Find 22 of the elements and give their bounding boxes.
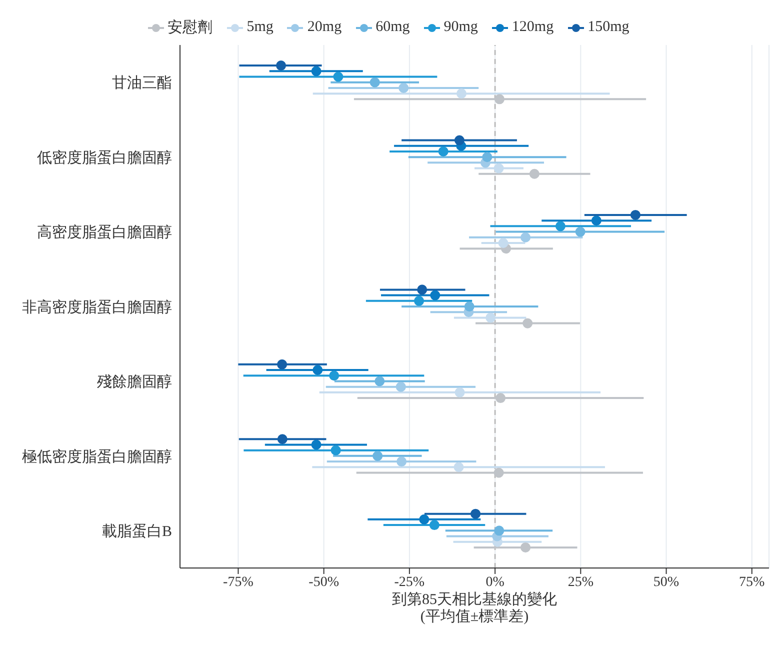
y-tick-label: 極低密度脂蛋白膽固醇 bbox=[22, 448, 172, 466]
x-tick-label: 25% bbox=[568, 574, 594, 590]
y-tick-label: 殘餘膽固醇 bbox=[97, 374, 172, 391]
y-tick-label: 甘油三酯 bbox=[112, 74, 172, 92]
y-tick-label: 載脂蛋白B bbox=[102, 522, 172, 540]
legend-label: 150mg bbox=[586, 18, 630, 37]
x-tick-label: 50% bbox=[653, 574, 680, 590]
legend-label: 120mg bbox=[510, 18, 554, 37]
x-axis-title: 到第85天相比基線的變化 (平均值±標準差) bbox=[392, 591, 557, 625]
legend-label: 安慰劑 bbox=[166, 18, 213, 37]
y-tick-label: 非高密度脂蛋白膽固醇 bbox=[22, 298, 172, 316]
y-tick-label: 低密度脂蛋白膽固醇 bbox=[37, 149, 172, 166]
x-tick-label: 0% bbox=[486, 574, 505, 590]
y-tick-label: 高密度脂蛋白膽固醇 bbox=[37, 224, 172, 242]
legend-label: 90mg bbox=[442, 18, 478, 37]
x-tick-label: -50% bbox=[308, 574, 340, 590]
x-tick-label: 75% bbox=[739, 574, 766, 590]
legend-label: 5mg bbox=[246, 18, 274, 37]
legend-label: 20mg bbox=[306, 18, 342, 37]
legend-label: 60mg bbox=[374, 18, 410, 37]
x-tick-label: -75% bbox=[223, 574, 254, 590]
x-tick-label: -25% bbox=[394, 574, 425, 590]
